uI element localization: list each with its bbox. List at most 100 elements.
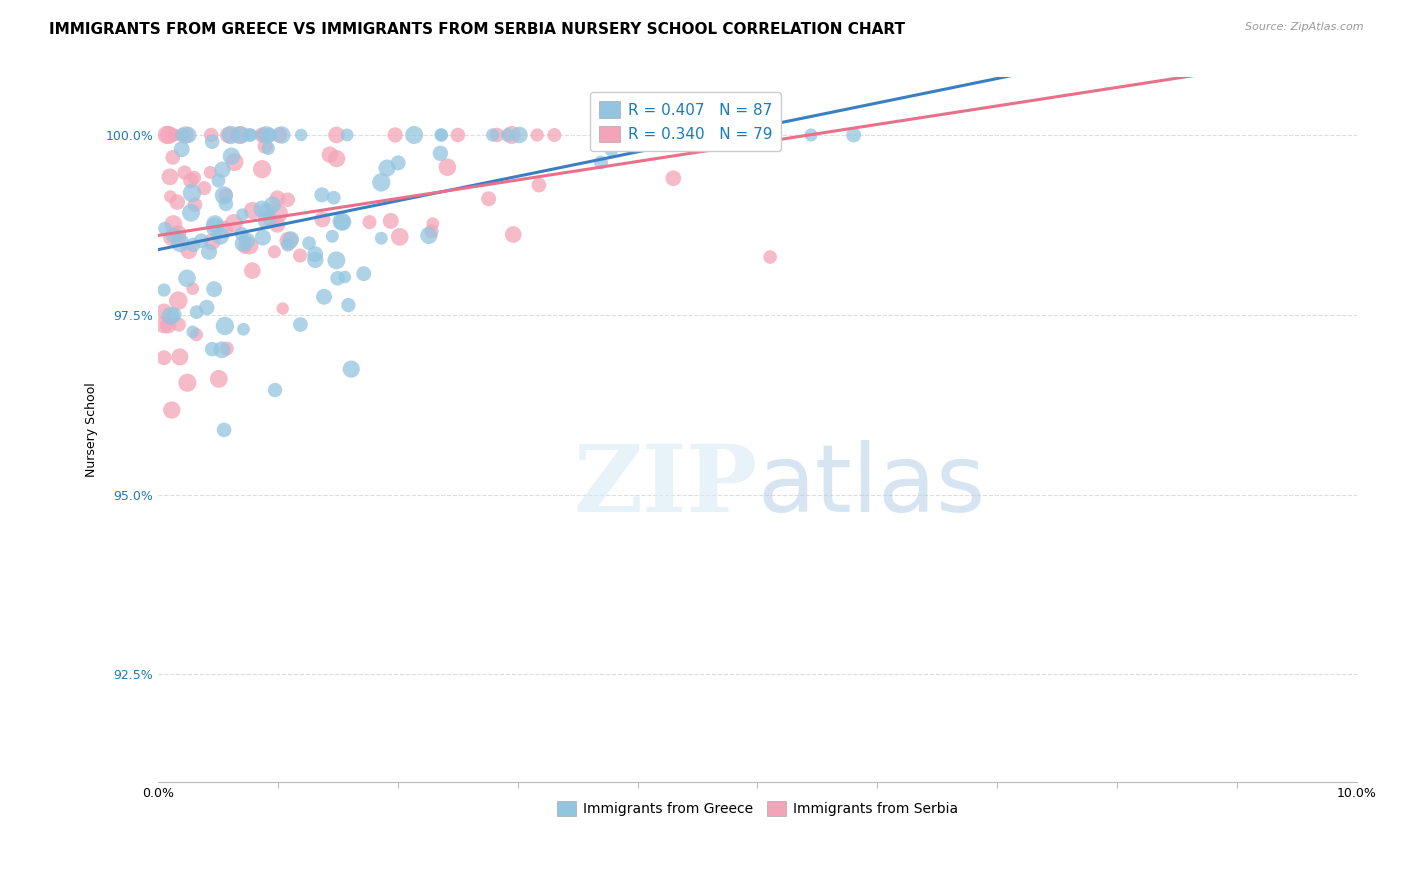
Point <box>202 282 225 296</box>
Point <box>254 139 277 153</box>
Point <box>162 217 184 231</box>
Point <box>266 191 288 205</box>
Point <box>169 231 191 245</box>
Point <box>340 362 363 376</box>
Point <box>800 128 823 142</box>
Point <box>380 214 402 228</box>
Point <box>336 128 359 142</box>
Y-axis label: Nursery School: Nursery School <box>86 383 98 477</box>
Point <box>181 325 204 339</box>
Point <box>153 318 176 332</box>
Point <box>256 203 278 218</box>
Point <box>163 308 186 322</box>
Point <box>260 212 283 227</box>
Point <box>298 236 321 251</box>
Point <box>157 128 180 142</box>
Point <box>322 191 344 205</box>
Point <box>231 227 253 241</box>
Point <box>232 236 254 251</box>
Point <box>204 219 226 234</box>
Point <box>252 230 274 244</box>
Point <box>177 244 200 258</box>
Point <box>759 250 782 264</box>
Legend: Immigrants from Greece, Immigrants from Serbia: Immigrants from Greece, Immigrants from … <box>548 793 967 825</box>
Point <box>250 128 273 142</box>
Point <box>430 128 453 142</box>
Point <box>447 128 470 142</box>
Point <box>420 224 443 238</box>
Point <box>212 423 235 437</box>
Point <box>176 271 198 285</box>
Text: IMMIGRANTS FROM GREECE VS IMMIGRANTS FROM SERBIA NURSERY SCHOOL CORRELATION CHAR: IMMIGRANTS FROM GREECE VS IMMIGRANTS FRO… <box>49 22 905 37</box>
Point <box>290 318 312 332</box>
Point <box>229 128 252 142</box>
Point <box>266 218 288 232</box>
Point <box>242 203 264 218</box>
Point <box>375 161 398 175</box>
Point <box>370 175 392 189</box>
Point <box>325 253 347 268</box>
Point <box>311 212 333 227</box>
Point <box>153 221 176 235</box>
Point <box>169 235 191 250</box>
Point <box>176 376 198 390</box>
Point <box>215 197 238 211</box>
Point <box>211 343 233 357</box>
Point <box>269 128 291 142</box>
Point <box>662 171 685 186</box>
Point <box>259 128 281 142</box>
Point <box>600 143 623 157</box>
Point <box>219 128 242 142</box>
Point <box>200 128 222 142</box>
Point <box>169 350 191 364</box>
Point <box>321 229 343 244</box>
Point <box>200 165 222 179</box>
Point <box>262 198 284 212</box>
Point <box>526 128 548 142</box>
Point <box>353 267 375 281</box>
Point <box>271 301 294 316</box>
Point <box>215 342 238 356</box>
Point <box>485 128 508 142</box>
Point <box>224 155 246 169</box>
Point <box>277 193 299 207</box>
Point <box>422 217 444 231</box>
Point <box>183 170 205 185</box>
Point <box>250 202 273 216</box>
Point <box>190 234 212 248</box>
Point <box>162 228 184 243</box>
Point <box>496 128 519 142</box>
Point <box>332 215 354 229</box>
Point <box>184 198 207 212</box>
Point <box>217 128 239 142</box>
Point <box>153 351 176 365</box>
Point <box>502 227 524 242</box>
Point <box>337 298 360 312</box>
Point <box>211 162 233 177</box>
Point <box>280 232 302 246</box>
Point <box>181 282 204 296</box>
Point <box>170 142 193 156</box>
Point <box>325 128 347 142</box>
Point <box>173 165 195 179</box>
Point <box>527 178 550 193</box>
Point <box>212 222 235 236</box>
Point <box>250 162 273 177</box>
Point <box>250 128 273 142</box>
Point <box>387 156 409 170</box>
Text: atlas: atlas <box>758 441 986 533</box>
Point <box>359 215 381 229</box>
Point <box>156 128 179 142</box>
Point <box>290 128 312 142</box>
Point <box>180 205 202 219</box>
Point <box>156 318 179 333</box>
Point <box>263 244 285 259</box>
Point <box>209 228 232 243</box>
Point <box>478 192 501 206</box>
Point <box>204 217 226 231</box>
Point <box>198 244 221 259</box>
Point <box>240 128 263 142</box>
Point <box>267 206 290 220</box>
Point <box>325 152 347 166</box>
Point <box>181 186 204 200</box>
